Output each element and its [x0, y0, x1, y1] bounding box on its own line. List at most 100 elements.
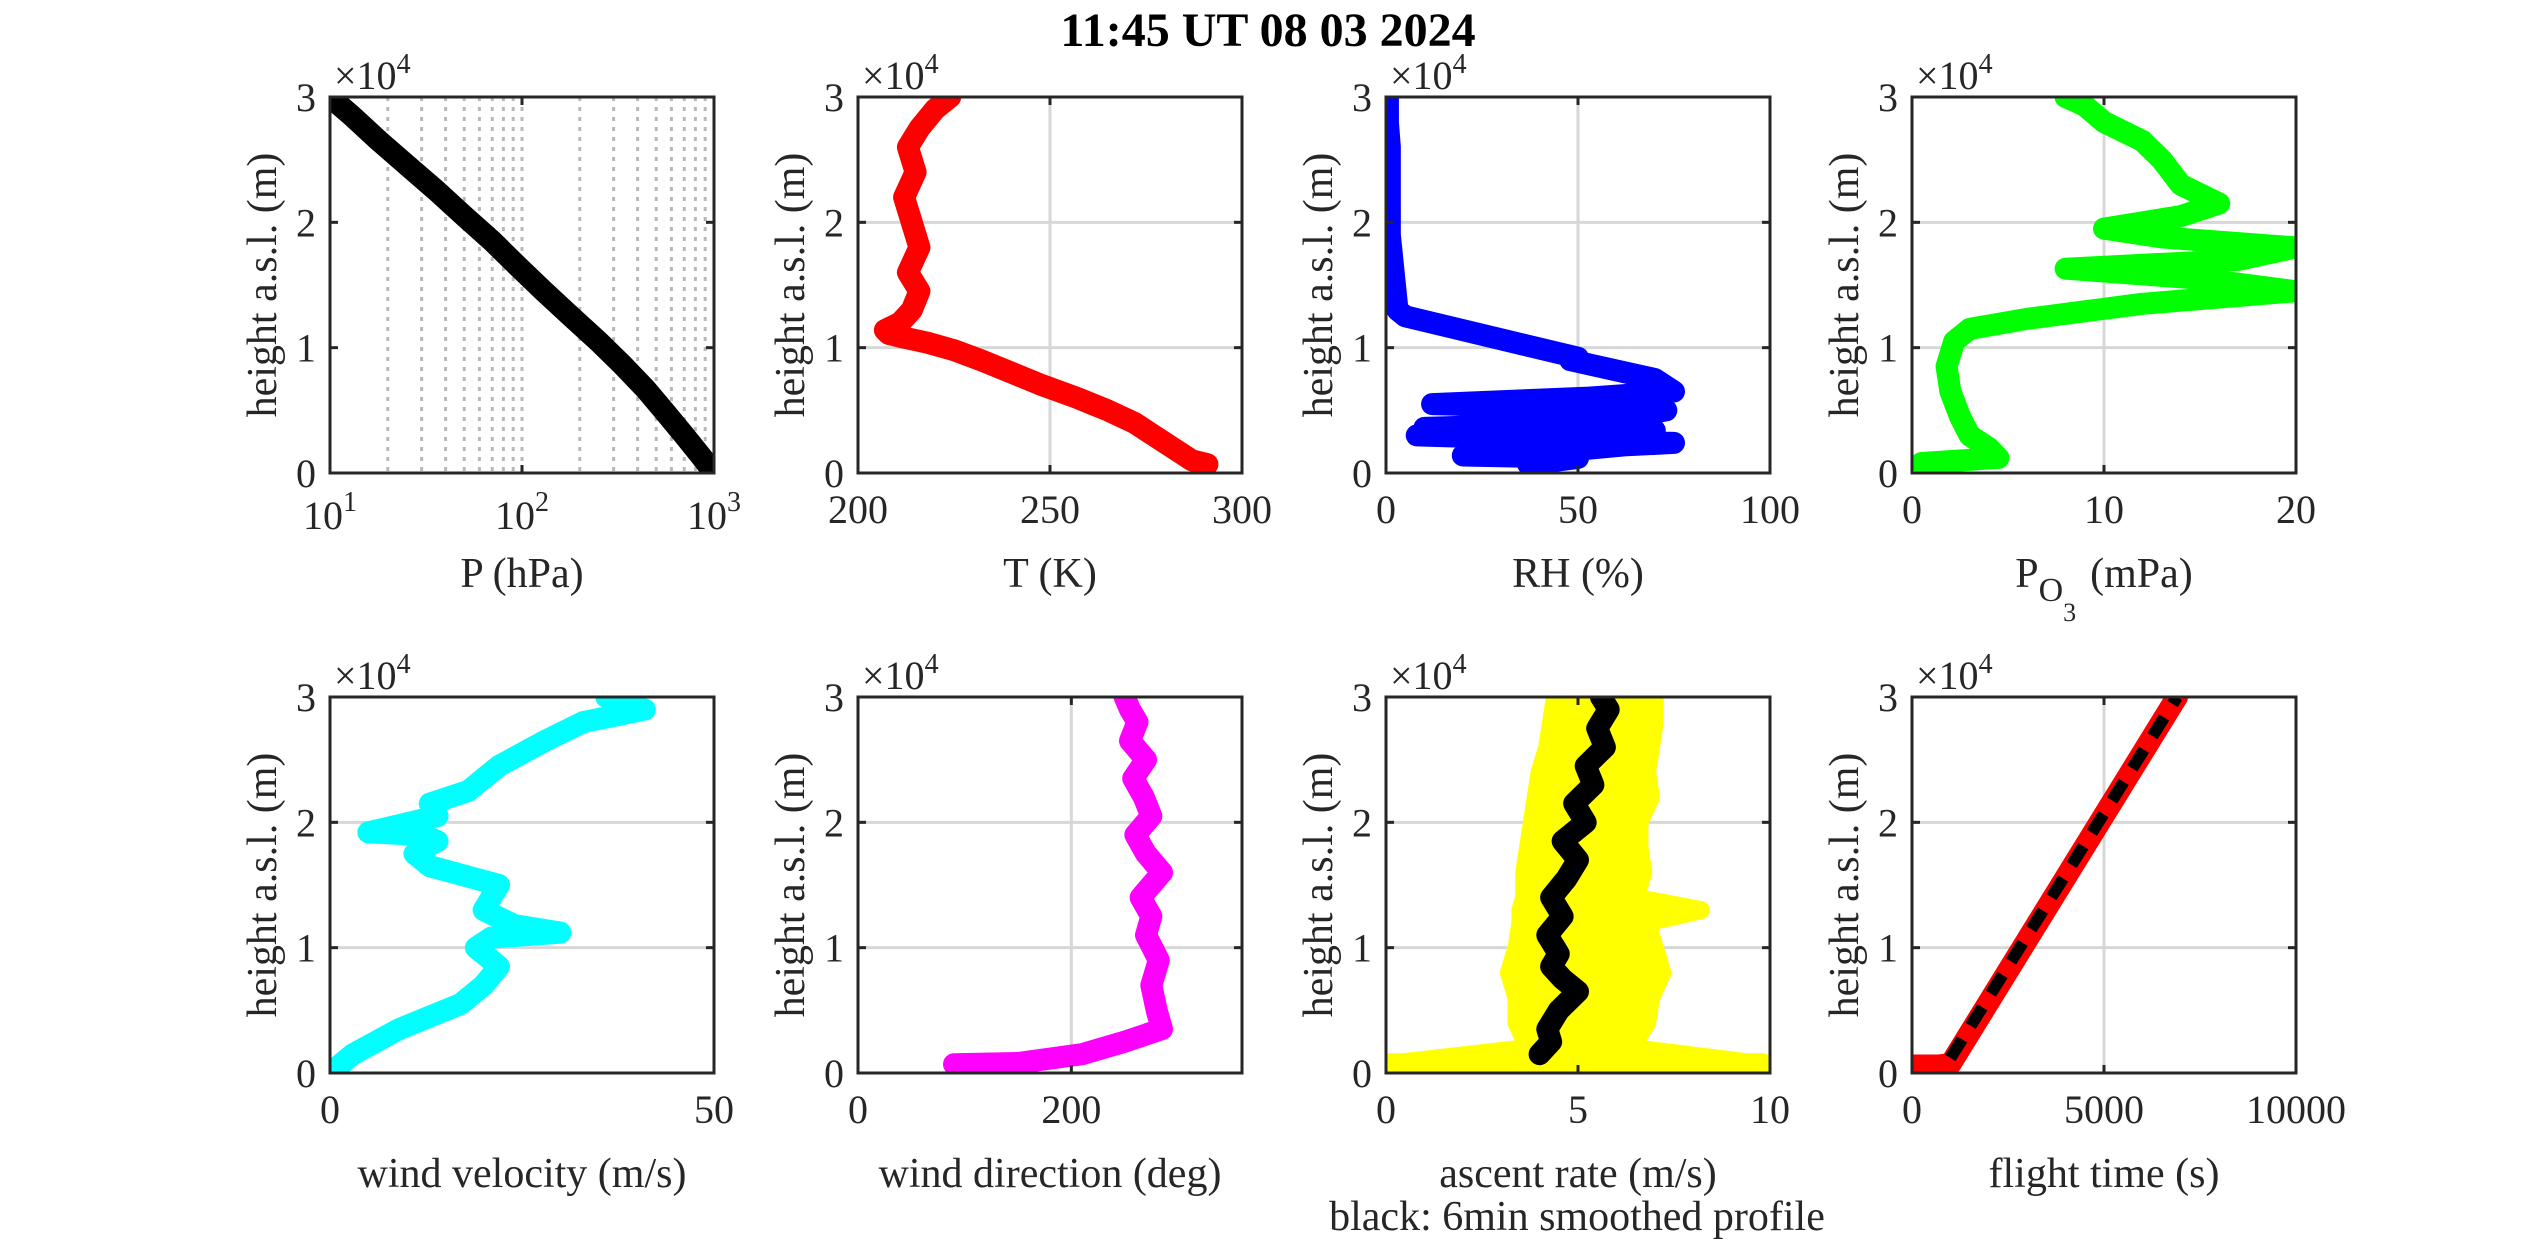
- x-axis-label: wind velocity (m/s): [358, 1151, 687, 1197]
- y-tick-label: 0: [824, 1051, 844, 1096]
- y-tick-label: 0: [824, 451, 844, 496]
- plot-area: [1912, 697, 2188, 1073]
- y-tick-label: 0: [1352, 451, 1372, 496]
- multiplier-base: ×10: [1916, 53, 1979, 98]
- plot-area: [330, 697, 656, 1073]
- y-tick-label: 3: [296, 675, 316, 720]
- y-tick-label: 0: [1878, 451, 1898, 496]
- axes-box: [328, 695, 716, 1075]
- x-tick-label: 5000: [2064, 1087, 2144, 1132]
- y-axis-multiplier: ×104: [334, 49, 411, 98]
- y-tick-label: 2: [1352, 200, 1372, 245]
- series-0: [1912, 97, 2296, 473]
- y-tick-label: 3: [824, 675, 844, 720]
- x-label-subsubscript: 3: [2063, 598, 2076, 627]
- series-0: [873, 97, 1219, 473]
- x-tick-label: 10: [1750, 1087, 1790, 1132]
- x-tick-label: 300: [1212, 487, 1272, 532]
- x-tick-label: 0: [1376, 487, 1396, 532]
- y-axis-label: height a.s.l. (m): [240, 753, 286, 1018]
- series-0-end-point: [330, 97, 341, 108]
- x-tick-base: 10: [495, 493, 535, 538]
- series-0-end-point: [595, 697, 618, 708]
- multiplier-base: ×10: [1390, 53, 1453, 98]
- multiplier-base: ×10: [1916, 653, 1979, 698]
- x-axis-label: P (hPa): [460, 551, 583, 597]
- y-tick-label: 2: [296, 200, 316, 245]
- multiplier-power: 4: [925, 49, 939, 80]
- multiplier-power: 4: [1979, 649, 1993, 680]
- subplot-wind-velocity: 0 50 0 1 2 3 ×104 height a.s.l. (m) wind velocit…: [240, 649, 734, 1197]
- x-tick-label: 0: [848, 1087, 868, 1132]
- y-tick-label: 3: [1878, 675, 1898, 720]
- x-tick-label: 100: [1740, 487, 1800, 532]
- y-tick-label: 1: [296, 326, 316, 371]
- y-tick-label: 2: [296, 800, 316, 845]
- series-0-end-point: [1386, 97, 1399, 108]
- series-fit: [1945, 697, 2183, 1062]
- x-tick-label: 10000: [2246, 1087, 2346, 1132]
- series-0: [330, 97, 714, 473]
- x-tick-label: 5: [1568, 1087, 1588, 1132]
- y-axis-multiplier: ×104: [334, 649, 411, 698]
- plot-area: [873, 97, 1219, 473]
- y-tick-label: 0: [1878, 1051, 1898, 1096]
- plot-area: [330, 97, 714, 473]
- multiplier-base: ×10: [862, 53, 925, 98]
- multiplier-power: 4: [1979, 49, 1993, 80]
- subplot-relative-humidity: 0 50 100 0 1 2 3 ×104 height a.s.l. (m) RH (%): [1296, 49, 1800, 597]
- y-tick-label: 3: [824, 75, 844, 120]
- series-0-end-point: [1113, 697, 1136, 708]
- x-tick-label: 0: [1376, 1087, 1396, 1132]
- y-axis-label: height a.s.l. (m): [1296, 753, 1342, 1018]
- series-smoothed: [1528, 697, 1620, 1066]
- x-tick-base: 10: [687, 493, 727, 538]
- subplot-ascent-rate: 0 5 10 0 1 2 3 ×104 height a.s.l. (m) ascent rate…: [1296, 649, 1790, 1197]
- y-axis-label: height a.s.l. (m): [240, 153, 286, 418]
- y-axis-label: height a.s.l. (m): [1296, 153, 1342, 418]
- y-axis-label: height a.s.l. (m): [768, 153, 814, 418]
- figure-note: black: 6min smoothed profile: [1329, 1194, 1825, 1240]
- y-axis-multiplier: ×104: [1916, 49, 1993, 98]
- y-tick-label: 1: [1352, 926, 1372, 971]
- y-tick-label: 2: [824, 800, 844, 845]
- y-axis-multiplier: ×104: [862, 49, 939, 98]
- x-tick-label: 20: [2276, 487, 2316, 532]
- series-raw-baseline-end-point: [1751, 1053, 1770, 1073]
- y-axis-label: height a.s.l. (m): [1822, 753, 1868, 1018]
- plot-area: [943, 697, 1173, 1073]
- y-axis-label: height a.s.l. (m): [768, 753, 814, 1018]
- y-tick-label: 3: [1878, 75, 1898, 120]
- y-tick-label: 1: [1352, 326, 1372, 371]
- x-tick-base: 10: [303, 493, 343, 538]
- x-tick-exponent: 1: [343, 487, 357, 518]
- x-tick-exponent: 2: [535, 487, 549, 518]
- x-label-main: P: [2015, 551, 2038, 597]
- x-tick-label: 102: [495, 487, 549, 538]
- x-axis-label: PO3 (mPa): [2015, 551, 2193, 627]
- x-tick-label: 200: [828, 487, 888, 532]
- x-tick-label: 200: [1041, 1087, 1101, 1132]
- multiplier-power: 4: [397, 49, 411, 80]
- multiplier-base: ×10: [1390, 653, 1453, 698]
- multiplier-base: ×10: [862, 653, 925, 698]
- x-axis-label: RH (%): [1512, 551, 1644, 597]
- x-axis-label: T (K): [1003, 551, 1097, 597]
- y-axis-label: height a.s.l. (m): [1822, 153, 1868, 418]
- y-axis-multiplier: ×104: [1390, 649, 1467, 698]
- series-0-end-point: [2054, 97, 2077, 108]
- y-tick-label: 3: [1352, 675, 1372, 720]
- series-0: [1386, 97, 1685, 473]
- y-tick-label: 3: [296, 75, 316, 120]
- y-tick-label: 1: [824, 926, 844, 971]
- x-axis-label: ascent rate (m/s): [1439, 1151, 1717, 1197]
- subplot-flight-time: 0 5000 10000 0 1 2 3 ×104 height a.s.l. (m) fligh…: [1822, 649, 2346, 1197]
- x-tick-label: 50: [694, 1087, 734, 1132]
- x-label-subscript: O: [2039, 572, 2064, 609]
- y-tick-label: 0: [296, 1051, 316, 1096]
- y-tick-label: 2: [824, 200, 844, 245]
- y-tick-label: 1: [1878, 326, 1898, 371]
- y-tick-label: 0: [296, 451, 316, 496]
- plot-area: [1386, 97, 1685, 473]
